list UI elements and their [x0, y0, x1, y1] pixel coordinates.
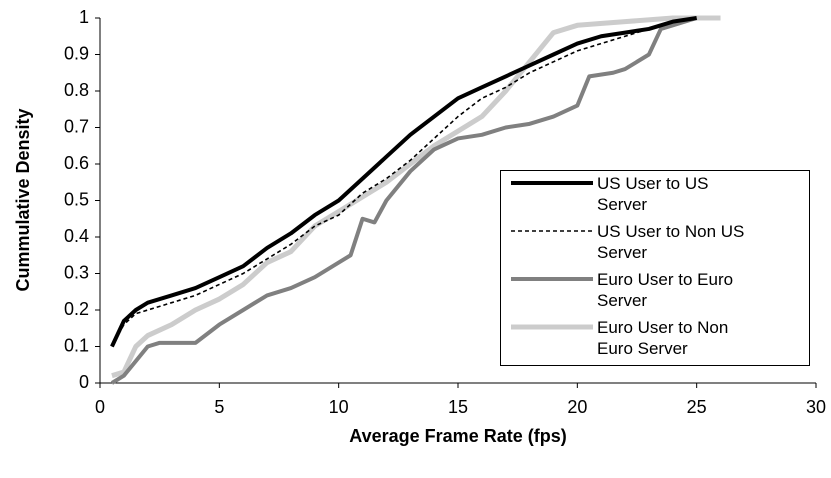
- y-tick-label: 0.2: [64, 299, 89, 319]
- x-tick-label: 30: [806, 397, 826, 417]
- x-tick-label: 25: [687, 397, 707, 417]
- series-line: [111, 17, 697, 347]
- x-tick-label: 10: [329, 397, 349, 417]
- y-tick-label: 0.9: [64, 43, 89, 63]
- legend-label: US User to US Server: [597, 174, 709, 214]
- y-tick-label: 0.5: [64, 189, 89, 209]
- series-line: [110, 16, 697, 348]
- legend-swatch: [511, 181, 593, 185]
- legend-swatch: [511, 277, 593, 281]
- y-tick-label: 0.1: [64, 335, 89, 355]
- legend-swatch: [511, 324, 593, 330]
- legend-label: Euro User to Euro Server: [597, 270, 734, 310]
- y-tick-label: 0.4: [64, 226, 89, 246]
- x-tick-label: 15: [448, 397, 468, 417]
- x-axis-title: Average Frame Rate (fps): [349, 426, 566, 446]
- y-tick-label: 1: [79, 7, 89, 27]
- legend-item: US User to Non US Server: [501, 219, 809, 267]
- y-tick-label: 0.3: [64, 262, 89, 282]
- x-tick-label: 5: [214, 397, 224, 417]
- legend-label: Euro User to Non Euro Server: [597, 318, 729, 358]
- legend-item: Euro User to Non Euro Server: [501, 315, 809, 363]
- y-tick-label: 0.8: [64, 80, 89, 100]
- x-tick-label: 20: [567, 397, 587, 417]
- legend-item: US User to US Server: [501, 171, 809, 219]
- series-line: [111, 15, 721, 379]
- legend-swatch: [511, 230, 593, 232]
- legend-label: US User to Non US Server: [597, 222, 745, 262]
- x-tick-label: 0: [95, 397, 105, 417]
- legend: US User to US Server US User to Non US Se…: [500, 170, 810, 366]
- y-tick-label: 0.7: [64, 116, 89, 136]
- y-tick-label: 0.6: [64, 153, 89, 173]
- y-axis-title: Cummulative Density: [13, 108, 33, 291]
- series-line: [110, 16, 698, 385]
- legend-item: Euro User to Euro Server: [501, 267, 809, 315]
- y-tick-label: 0: [79, 372, 89, 392]
